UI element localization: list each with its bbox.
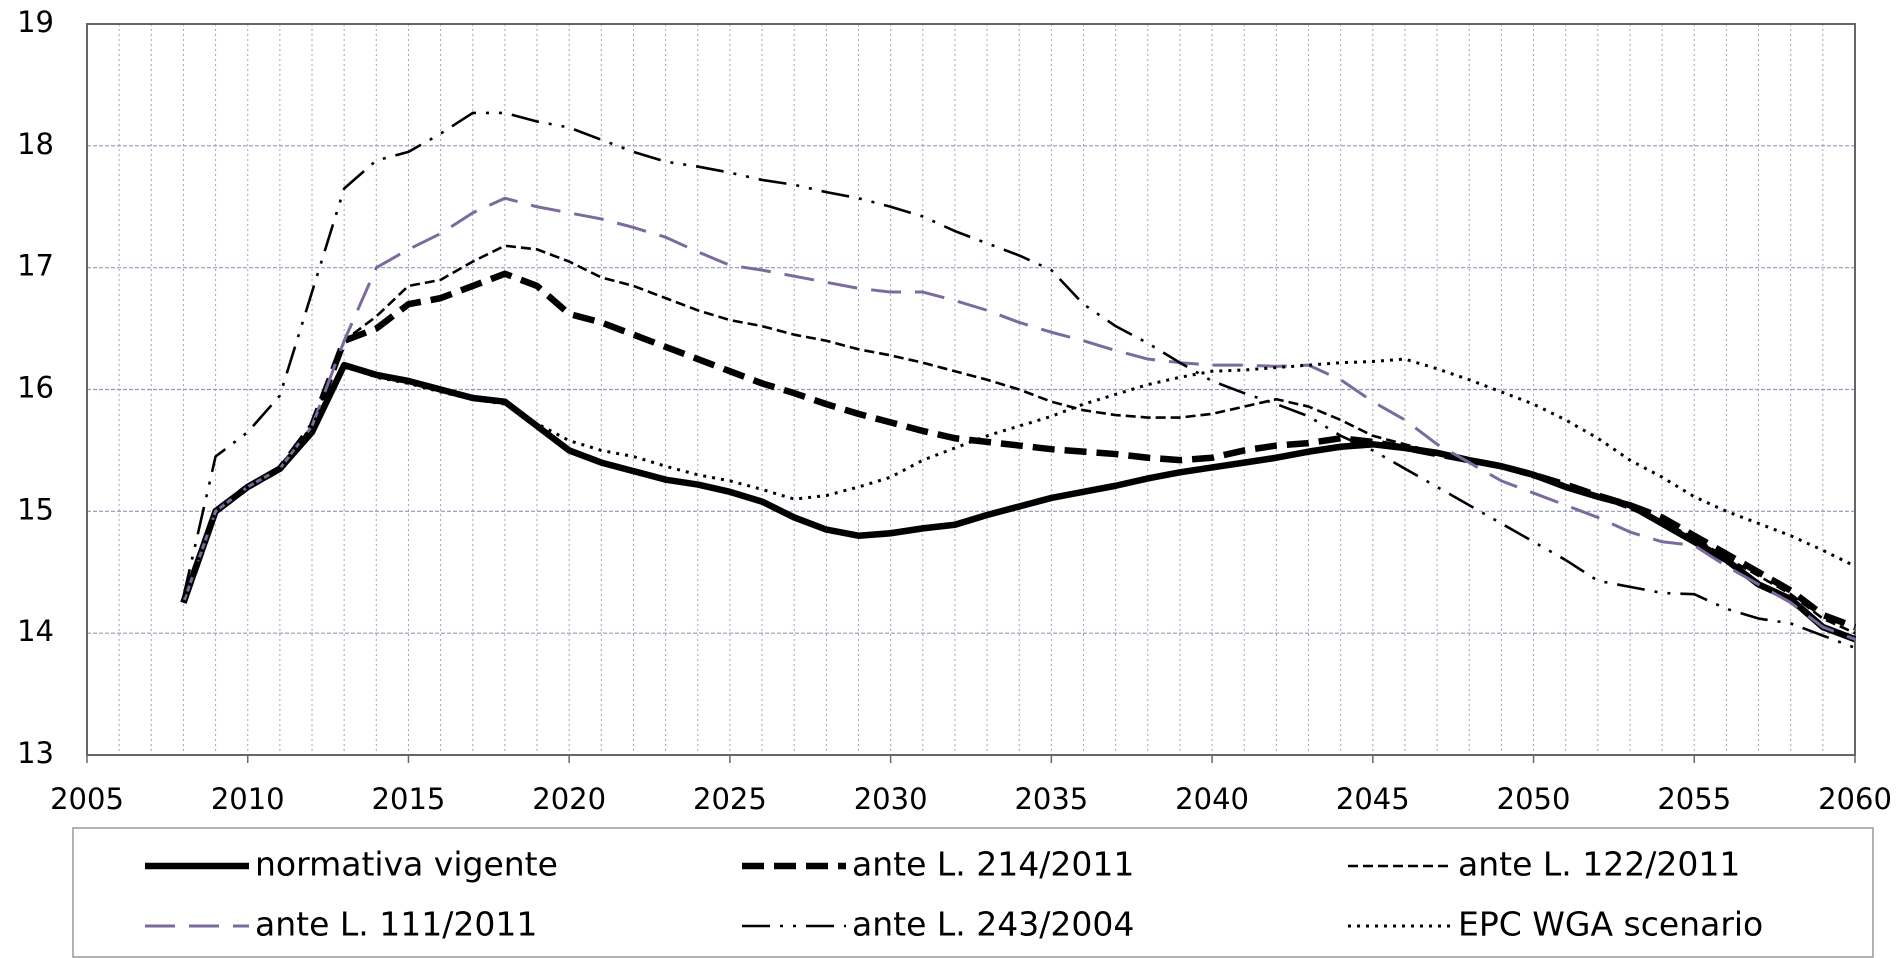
series-line [182, 244, 1856, 635]
legend-label: ante L. 111/2011 [255, 905, 537, 944]
series-line [182, 357, 1856, 604]
y-tick-label: 18 [17, 127, 54, 161]
y-tick-label: 19 [17, 5, 54, 39]
series-line [180, 270, 1857, 631]
x-tick-label: 2045 [1336, 782, 1410, 816]
x-tick-label: 2030 [854, 782, 928, 816]
series-line [182, 111, 1856, 650]
y-tick-label: 16 [17, 371, 54, 405]
legend-label: ante L. 122/2011 [1458, 845, 1740, 884]
series-line [180, 361, 1857, 643]
x-tick-label: 2025 [693, 782, 767, 816]
x-tick-label: 2015 [372, 782, 446, 816]
x-tick-label: 2010 [211, 782, 285, 816]
x-tick-label: 2060 [1818, 782, 1892, 816]
x-tick-label: 2005 [50, 782, 124, 816]
y-tick-label: 15 [17, 492, 54, 526]
x-tick-label: 2035 [1014, 782, 1088, 816]
x-tick-label: 2055 [1657, 782, 1731, 816]
x-tick-label: 2040 [1175, 782, 1249, 816]
legend-label: ante L. 243/2004 [852, 905, 1134, 944]
y-tick-label: 13 [17, 736, 54, 770]
x-tick-label: 2050 [1497, 782, 1571, 816]
legend-label: ante L. 214/2011 [852, 845, 1134, 884]
legend-label: normativa vigente [255, 845, 558, 884]
y-tick-label: 17 [17, 249, 54, 283]
y-tick-label: 14 [17, 614, 54, 648]
plot-frame [86, 23, 1856, 756]
series-line [182, 196, 1856, 641]
legend-label: EPC WGA scenario [1458, 905, 1763, 944]
legend-box [72, 827, 1874, 958]
x-tick-label: 2020 [532, 782, 606, 816]
